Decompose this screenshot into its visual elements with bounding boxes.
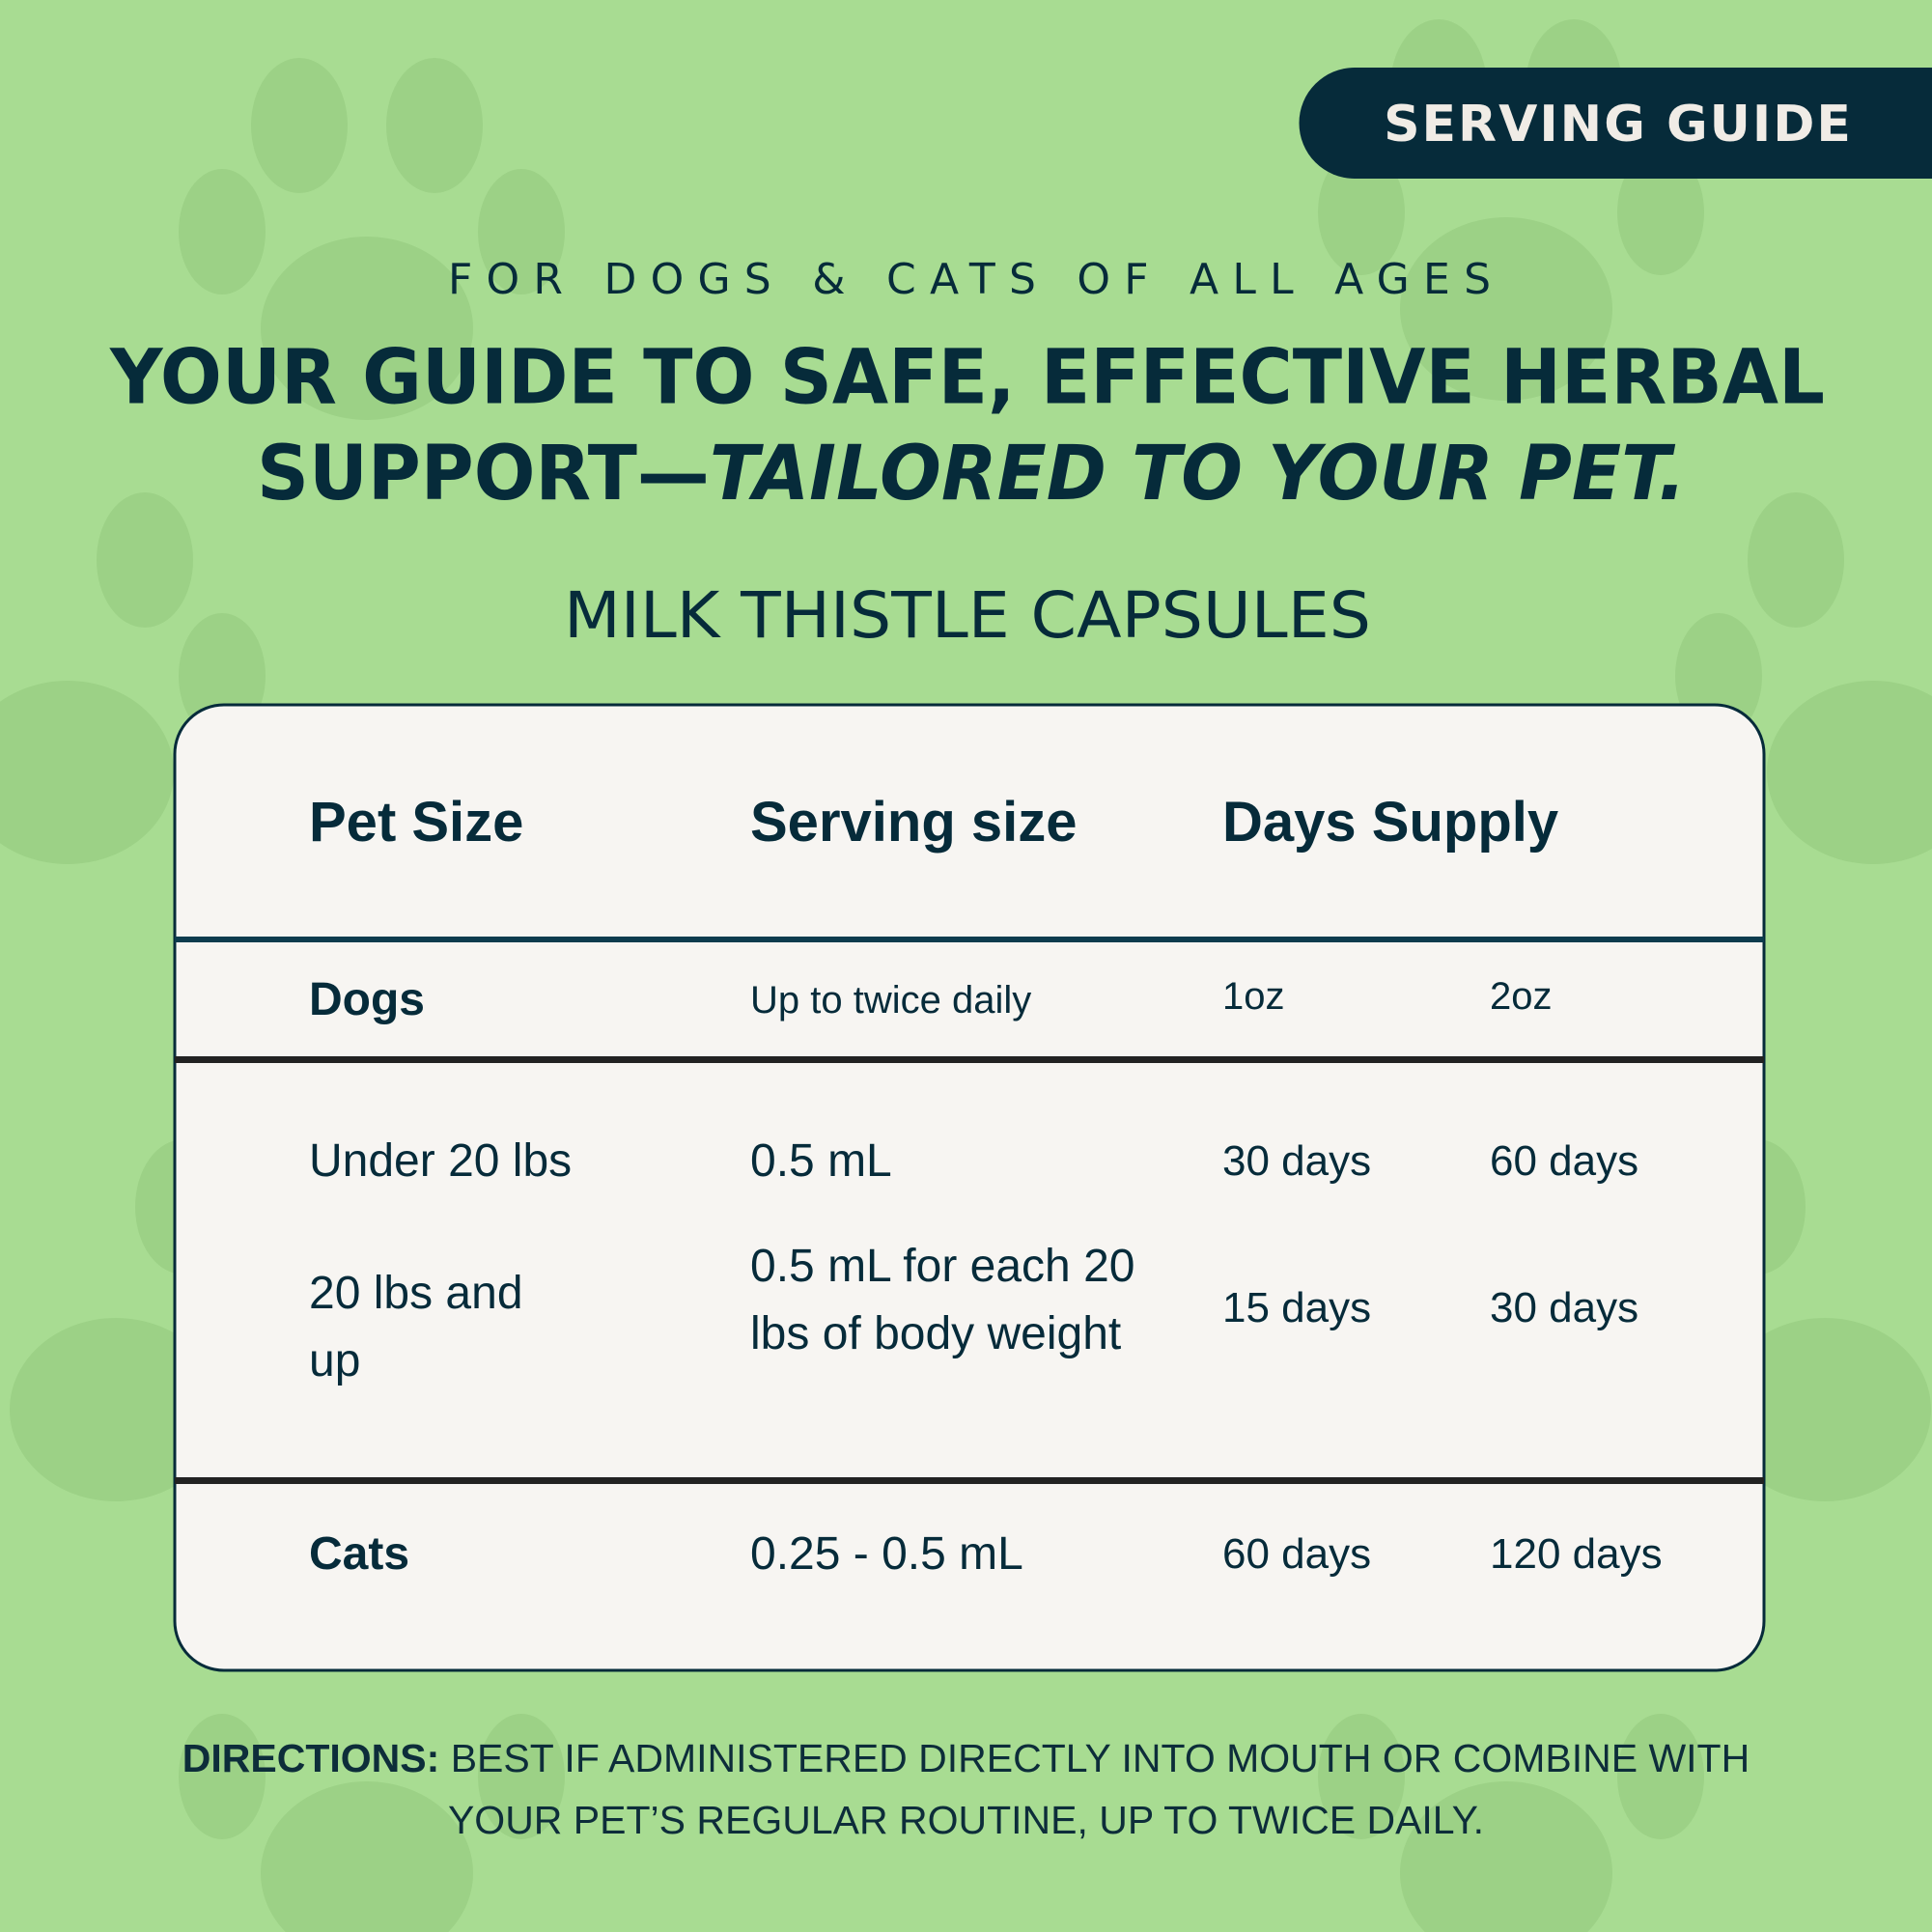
headline-line: YOUR GUIDE TO SAFE, EFFECTIVE HERBAL — [109, 334, 1825, 421]
divider — [175, 1056, 1764, 1063]
badge — [1299, 68, 1932, 179]
headline-emphasis: TAILORED TO YOUR PET. — [710, 431, 1686, 518]
paw-prints — [0, 19, 1932, 1932]
table-cell: 0.5 mL for each 20 lbs of body weight — [750, 1241, 1135, 1359]
table-header: Pet Size — [309, 791, 524, 854]
directions: DIRECTIONS: BEST IF ADMINISTERED DIRECTL… — [0, 1727, 1932, 1851]
table-cell: 0.25 - 0.5 mL — [750, 1528, 1023, 1580]
badge-text: SERVING GUIDE — [1384, 96, 1853, 154]
table-cell: 15 days — [1222, 1284, 1372, 1331]
headline-line: SUPPORT—TAILORED TO YOUR PET. — [257, 431, 1686, 518]
table-cell: Cats — [309, 1528, 410, 1580]
table-cell: Dogs — [309, 974, 425, 1025]
directions-line: DIRECTIONS: BEST IF ADMINISTERED DIRECTL… — [0, 1727, 1932, 1789]
product-name: MILK THISTLE CAPSULES — [564, 578, 1371, 653]
table-cell: 20 lbs and up — [309, 1268, 523, 1386]
table-cell: Up to twice daily — [750, 979, 1032, 1022]
table-cell: 60 days — [1490, 1137, 1639, 1185]
divider — [175, 1477, 1764, 1484]
table-header: Serving size — [750, 791, 1078, 854]
directions-text: BEST IF ADMINISTERED DIRECTLY INTO MOUTH… — [450, 1736, 1750, 1780]
table-cell: Under 20 lbs — [309, 1135, 573, 1187]
table-cell: 2oz — [1490, 975, 1553, 1018]
directions-label: DIRECTIONS: — [182, 1736, 440, 1780]
table-cell: 120 days — [1490, 1530, 1663, 1578]
table-cell: 0.5 mL — [750, 1135, 892, 1187]
table-cell: 30 days — [1222, 1137, 1372, 1185]
headline-text: SUPPORT— — [257, 431, 710, 518]
divider — [175, 937, 1764, 942]
eyebrow: FOR DOGS & CATS OF ALL AGES — [448, 255, 1491, 304]
table-card — [173, 703, 1766, 1672]
directions-line: YOUR PET’S REGULAR ROUTINE, UP TO TWICE … — [447, 1798, 1485, 1842]
table-cell: 30 days — [1490, 1284, 1639, 1331]
table-cell: 60 days — [1222, 1530, 1372, 1578]
table-cell: 1oz — [1222, 975, 1285, 1018]
table-header: Days Supply — [1222, 791, 1559, 854]
